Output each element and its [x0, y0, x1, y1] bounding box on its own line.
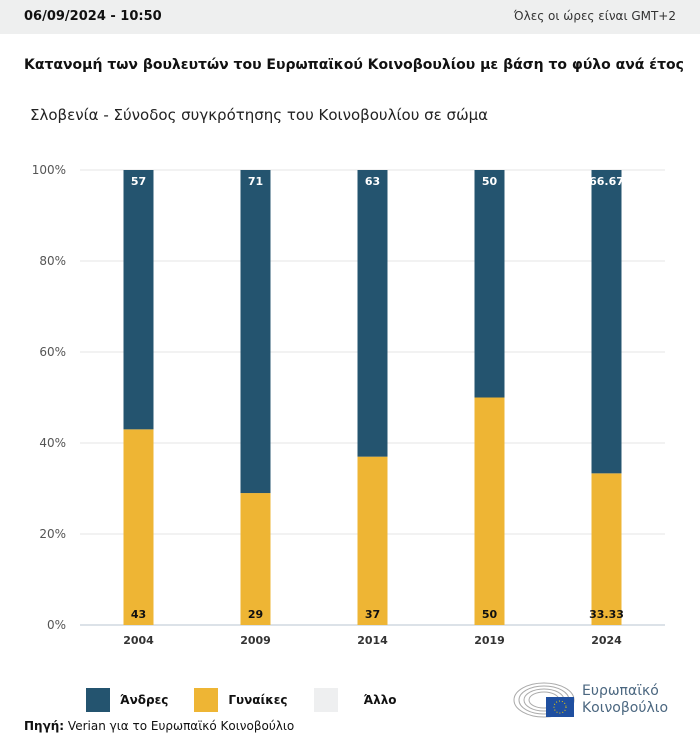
legend-item-other[interactable]: Άλλο: [313, 688, 397, 712]
bar-segment: [240, 493, 271, 625]
x-tick-label: 2004: [123, 634, 154, 647]
legend-item-men[interactable]: Άνδρες: [86, 688, 168, 712]
x-tick-label: 2019: [474, 634, 505, 647]
data-label: 33.33: [589, 608, 624, 621]
legend-swatch: [86, 688, 110, 712]
date-time: 06/09/2024 - 10:50: [24, 9, 162, 24]
legend-swatch: [313, 688, 338, 712]
y-tick-label: 0%: [47, 618, 66, 632]
european-parliament-logo: Ευρωπαϊκό Κοινοβούλιο: [512, 680, 668, 720]
y-tick-label: 100%: [32, 163, 66, 177]
bar-segment: [591, 170, 622, 474]
bar-segment: [591, 473, 622, 625]
source-note: Πηγή: Verian για το Ευρωπαϊκό Κοινοβούλι…: [24, 719, 295, 733]
data-label: 66.67: [589, 175, 624, 188]
data-label: 37: [365, 608, 380, 621]
data-label: 43: [131, 608, 146, 621]
timezone-note: Όλες οι ώρες είναι GMT+2: [513, 9, 676, 23]
chart-title: Κατανομή των βουλευτών του Ευρωπαϊκού Κο…: [24, 57, 684, 73]
chart-subtitle: Σλοβενία - Σύνοδος συγκρότησης του Κοινο…: [30, 106, 489, 124]
data-label: 57: [131, 175, 146, 188]
header-bar: 06/09/2024 - 10:50 Όλες οι ώρες είναι GM…: [0, 0, 700, 34]
bar-segment: [123, 429, 154, 625]
bar-segment: [357, 456, 388, 625]
data-label: 71: [248, 175, 263, 188]
x-tick-label: 2009: [240, 634, 271, 647]
bar-segment: [123, 170, 154, 430]
bar-segment: [240, 170, 271, 494]
data-label: 63: [365, 175, 380, 188]
data-label: 29: [248, 608, 263, 621]
x-tick-label: 2014: [357, 634, 388, 647]
bar-segment: [474, 397, 505, 625]
x-tick-label: 2024: [591, 634, 622, 647]
y-tick-label: 80%: [39, 254, 66, 268]
bar-segment: [474, 170, 505, 398]
stacked-bar-chart: 0% 20% 40% 60% 80% 100% 43 57 2004 29 71 2009 37 63 20…: [32, 163, 665, 647]
parliament-emblem-icon: [513, 682, 575, 718]
legend-item-women[interactable]: Γυναίκες: [194, 688, 288, 712]
data-label: 50: [482, 175, 498, 188]
y-tick-label: 20%: [39, 527, 66, 541]
y-tick-label: 60%: [39, 345, 66, 359]
legend-swatch: [194, 688, 219, 712]
y-tick-label: 40%: [39, 436, 66, 450]
data-label: 50: [482, 608, 498, 621]
legend: Άνδρες Γυναίκες Άλλο: [86, 688, 423, 712]
bar-segment: [357, 170, 388, 457]
